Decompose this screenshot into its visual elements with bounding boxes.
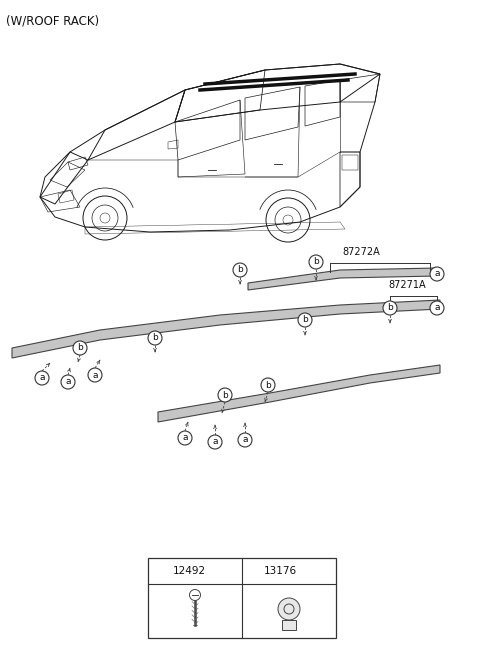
FancyBboxPatch shape [282,620,296,630]
Text: a: a [434,269,440,279]
FancyBboxPatch shape [148,558,336,638]
Text: b: b [222,390,228,399]
Text: b: b [302,315,308,325]
Text: 13176: 13176 [264,566,297,576]
Circle shape [148,331,162,345]
Circle shape [430,267,444,281]
Text: (W/ROOF RACK): (W/ROOF RACK) [6,14,99,27]
Text: b: b [313,258,319,267]
Circle shape [178,431,192,445]
Text: b: b [77,344,83,353]
Polygon shape [248,268,437,290]
Circle shape [238,433,252,447]
Text: a: a [434,304,440,313]
Text: a: a [65,378,71,386]
Text: a: a [92,371,98,380]
Circle shape [156,564,170,578]
Circle shape [218,388,232,402]
Circle shape [61,375,75,389]
Circle shape [278,598,300,620]
Circle shape [261,378,275,392]
Text: b: b [251,566,257,576]
Text: 87271A: 87271A [388,280,426,290]
Circle shape [247,564,261,578]
Text: a: a [160,566,166,576]
Polygon shape [12,300,440,358]
Text: 12492: 12492 [173,566,206,576]
Text: b: b [152,334,158,342]
Text: b: b [265,380,271,390]
Text: 87272A: 87272A [342,247,380,257]
Text: b: b [387,304,393,313]
Circle shape [35,371,49,385]
Circle shape [208,435,222,449]
Circle shape [430,301,444,315]
Circle shape [383,301,397,315]
Circle shape [309,255,323,269]
Circle shape [88,368,102,382]
Circle shape [73,341,87,355]
Polygon shape [158,365,440,422]
Text: a: a [212,438,218,447]
Text: a: a [242,436,248,445]
Text: a: a [182,434,188,443]
Circle shape [298,313,312,327]
Text: a: a [39,373,45,382]
Circle shape [233,263,247,277]
Text: b: b [237,265,243,275]
